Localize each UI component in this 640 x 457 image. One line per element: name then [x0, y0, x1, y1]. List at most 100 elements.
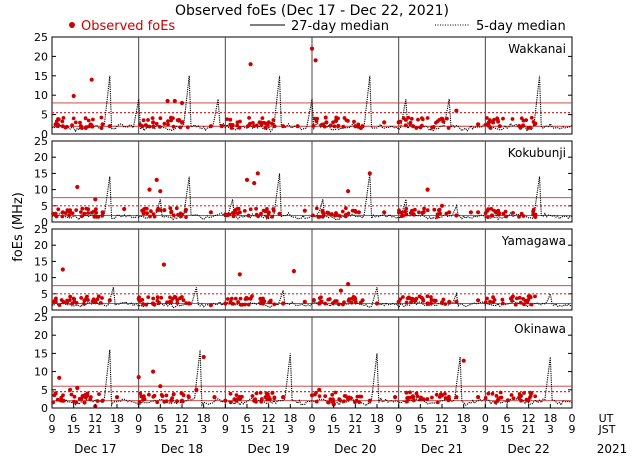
- observed-point: [107, 298, 112, 303]
- observed-point: [89, 77, 94, 82]
- observed-point: [524, 397, 529, 402]
- jst-tick-label: 21: [435, 423, 449, 436]
- observed-point: [235, 123, 240, 128]
- ut-tick-label: 12: [522, 412, 536, 425]
- observed-point: [270, 214, 275, 219]
- jst-tick-label: 9: [49, 423, 56, 436]
- observed-point: [349, 300, 354, 305]
- observed-point: [406, 295, 411, 300]
- observed-point: [409, 116, 414, 121]
- observed-point: [483, 211, 488, 216]
- observed-point: [255, 171, 260, 176]
- observed-point: [137, 295, 142, 300]
- observed-point: [491, 295, 495, 300]
- observed-point: [334, 119, 338, 123]
- observed-point: [444, 211, 449, 216]
- observed-point: [85, 393, 90, 398]
- ut-tick-label: 12: [262, 412, 276, 425]
- y-tick-label: 10: [34, 89, 48, 102]
- year-label: 2021: [597, 442, 628, 456]
- observed-point: [144, 302, 149, 307]
- observed-point: [266, 392, 270, 397]
- observed-point: [494, 394, 499, 398]
- observed-point: [328, 123, 333, 128]
- observed-point: [476, 298, 481, 303]
- jst-tick-label: 15: [500, 423, 514, 436]
- observed-point: [443, 392, 447, 396]
- legend-observed-label: Observed foEs: [81, 19, 175, 34]
- observed-point: [158, 384, 163, 389]
- observed-point: [161, 262, 166, 267]
- observed-point: [272, 124, 277, 129]
- observed-point: [100, 398, 105, 403]
- observed-point: [327, 297, 332, 301]
- observed-point: [174, 206, 179, 211]
- observed-point: [93, 197, 98, 202]
- observed-point: [415, 394, 420, 399]
- observed-point: [157, 300, 162, 305]
- observed-point: [483, 300, 488, 305]
- observed-point: [168, 295, 172, 300]
- observed-point: [476, 395, 481, 400]
- observed-point: [406, 115, 411, 120]
- observed-point: [82, 211, 87, 216]
- observed-point: [331, 120, 335, 125]
- observed-point: [77, 397, 82, 401]
- y-tick-label: 0: [41, 304, 48, 317]
- ut-tick-label: 0: [482, 412, 489, 425]
- observed-point: [212, 395, 217, 400]
- jst-tick-label: 3: [374, 423, 381, 436]
- ut-tick-label: 12: [88, 412, 102, 425]
- observed-point: [175, 399, 179, 404]
- observed-point: [158, 116, 163, 121]
- observed-point: [408, 120, 413, 125]
- y-tick-label: 25: [34, 223, 48, 236]
- observed-point: [291, 269, 296, 274]
- observed-point: [254, 212, 259, 217]
- observed-point: [259, 397, 264, 401]
- observed-point: [320, 208, 325, 213]
- observed-point: [181, 393, 186, 398]
- observed-point: [59, 398, 64, 402]
- observed-point: [223, 301, 228, 306]
- observed-point: [336, 124, 341, 128]
- observed-point: [233, 296, 238, 301]
- observed-point: [152, 214, 157, 219]
- observed-point: [99, 126, 104, 130]
- observed-point: [497, 124, 502, 129]
- observed-point: [446, 126, 451, 130]
- ut-tick-label: 18: [110, 412, 124, 425]
- observed-point: [68, 294, 73, 299]
- observed-point: [155, 400, 160, 405]
- observed-point: [262, 120, 266, 125]
- observed-point: [179, 100, 185, 106]
- observed-point: [201, 354, 206, 360]
- observed-point: [147, 187, 152, 192]
- observed-point: [152, 393, 157, 398]
- observed-point: [95, 399, 100, 403]
- observed-point: [408, 211, 413, 215]
- observed-point: [483, 396, 488, 400]
- observed-point: [137, 400, 142, 404]
- ut-tick-label: 0: [49, 412, 56, 425]
- observed-point: [142, 394, 146, 399]
- observed-point: [521, 123, 525, 128]
- observed-point: [447, 394, 451, 399]
- observed-point: [314, 399, 319, 404]
- observed-point: [500, 297, 505, 302]
- observed-point: [259, 211, 263, 216]
- observed-point: [490, 213, 494, 218]
- observed-point: [56, 124, 60, 129]
- observed-point: [65, 300, 69, 305]
- observed-point: [270, 121, 274, 126]
- observed-point: [72, 394, 77, 399]
- observed-point: [510, 295, 514, 300]
- observed-point: [146, 295, 151, 299]
- observed-point: [454, 213, 459, 218]
- observed-point: [340, 209, 345, 214]
- observed-point: [234, 393, 239, 397]
- observed-point: [319, 295, 323, 300]
- observed-point: [498, 396, 502, 400]
- observed-point: [261, 208, 266, 213]
- observed-point: [461, 358, 466, 363]
